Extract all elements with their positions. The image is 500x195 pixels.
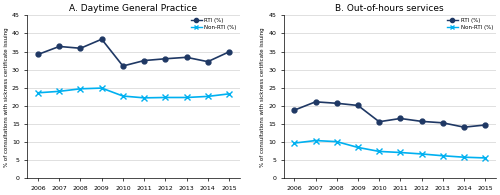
Y-axis label: % of consultations with sickness certificate issuing: % of consultations with sickness certifi… — [4, 27, 9, 167]
Y-axis label: % of consultations with sickness certificate issuing: % of consultations with sickness certifi… — [260, 27, 266, 167]
Title: B. Out-of-hours services: B. Out-of-hours services — [336, 4, 444, 13]
Legend: RTI (%), Non-RTI (%): RTI (%), Non-RTI (%) — [447, 18, 493, 30]
Title: A. Daytime General Practice: A. Daytime General Practice — [70, 4, 198, 13]
Legend: RTI (%), Non-RTI (%): RTI (%), Non-RTI (%) — [190, 18, 237, 30]
